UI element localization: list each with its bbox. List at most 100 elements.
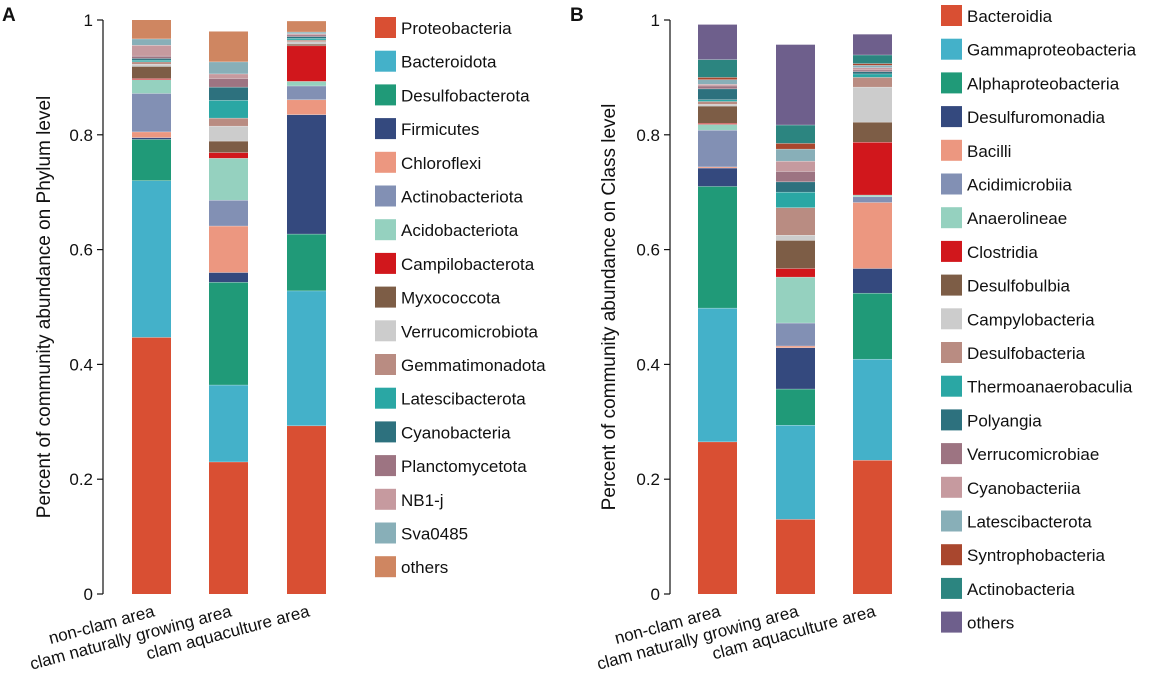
legend-swatch <box>941 611 962 633</box>
bar-segment <box>776 347 815 390</box>
y-tick-label: 0.8 <box>636 126 660 145</box>
legend-swatch <box>941 173 962 195</box>
bar-segment <box>132 93 171 132</box>
legend-swatch <box>375 488 396 510</box>
legend-label: others <box>967 614 1014 633</box>
bar-segment <box>132 64 171 67</box>
bar-segment <box>132 131 171 138</box>
bar-segment <box>853 71 892 74</box>
y-axis-title: Percent of community abundance on Class … <box>599 104 620 511</box>
bar-segment <box>287 21 326 33</box>
bar-segment <box>853 460 892 594</box>
bar-segment <box>287 45 326 82</box>
legend-swatch <box>375 252 396 274</box>
legend-label: Proteobacteria <box>401 19 512 38</box>
bar-segment <box>776 44 815 126</box>
bar-segment <box>698 124 737 131</box>
legend-label: Thermoanaerobaculia <box>967 378 1133 397</box>
bar-segment <box>209 118 248 127</box>
legend-label: Chloroflexi <box>401 154 481 173</box>
bar-segment <box>698 186 737 309</box>
bar-segment <box>853 69 892 72</box>
legend-label: Acidobacteriota <box>401 221 519 240</box>
legend-label: Gemmatimonadota <box>401 356 546 375</box>
bar-segment <box>132 139 171 181</box>
legend-label: Latescibacterota <box>967 513 1092 532</box>
bar-segment <box>698 59 737 78</box>
bar-segment <box>853 359 892 461</box>
legend-swatch <box>375 118 396 140</box>
bar-segment <box>853 63 892 66</box>
legend-swatch <box>941 342 962 363</box>
legend-swatch <box>375 522 396 544</box>
bar-segment <box>776 207 815 236</box>
y-tick-label: 1 <box>651 11 660 30</box>
bar-segment <box>287 86 326 100</box>
legend-label: Desulfobacteria <box>967 344 1086 363</box>
legend-swatch <box>375 151 396 173</box>
legend-label: Syntrophobacteria <box>967 546 1106 565</box>
bar-segment <box>132 38 171 46</box>
bar-segment <box>776 268 815 278</box>
bar-segment <box>776 181 815 193</box>
bar-segment <box>209 61 248 74</box>
legend-label: Planctomycetota <box>401 457 527 476</box>
bar-segment <box>209 73 248 79</box>
bar-segment <box>287 32 326 34</box>
y-tick-label: 0.6 <box>69 241 93 260</box>
panel-a: A 0 0.2 0.4 0.6 0.8 1 Percent of community abu… <box>2 5 546 674</box>
bar-segment <box>776 125 815 144</box>
bar-segment <box>287 38 326 41</box>
bar-segment <box>209 385 248 462</box>
bar-segment <box>209 126 248 142</box>
bar-segment <box>132 79 171 94</box>
bar-segment <box>287 290 326 426</box>
bar-segment <box>287 34 326 37</box>
bar-segment <box>698 166 737 169</box>
bar-segment <box>776 240 815 269</box>
bar-segment <box>698 79 737 85</box>
legend-swatch <box>941 106 962 128</box>
bar-segment <box>209 31 248 62</box>
legend-swatch <box>941 375 962 397</box>
legend-swatch <box>375 219 396 241</box>
bar-segment <box>776 171 815 182</box>
legend-label: Clostridia <box>967 243 1038 262</box>
legend-swatch <box>941 207 962 229</box>
bar-segment <box>853 67 892 70</box>
bar-segment <box>209 78 248 88</box>
y-tick-label: 0.6 <box>636 241 660 260</box>
bar-segment <box>776 389 815 426</box>
legend-swatch <box>375 455 396 477</box>
bar-segment <box>209 226 248 273</box>
legend-label: Verrucomicrobiota <box>401 322 539 341</box>
legend-label: Bacteroidota <box>401 53 497 72</box>
legend-swatch <box>375 387 396 409</box>
bar-segment <box>853 65 892 68</box>
bar-segment <box>287 40 326 42</box>
legend-label: Desulfuromonadia <box>967 108 1106 127</box>
bar-segment <box>853 55 892 64</box>
legend-label: Myxococcota <box>401 289 501 308</box>
legend-swatch <box>941 240 962 262</box>
legend-label: Alphaproteobacteria <box>967 74 1120 93</box>
legend-label: Cyanobacteria <box>401 423 511 442</box>
legend-label: Latescibacterota <box>401 390 526 409</box>
bar-segment <box>209 100 248 119</box>
legend-swatch <box>941 139 962 161</box>
legend-swatch <box>941 510 962 532</box>
legend-swatch <box>375 421 396 443</box>
bar-segment <box>776 149 815 162</box>
bar-segment <box>287 36 326 39</box>
bar-segment <box>132 180 171 338</box>
legend-swatch <box>375 286 396 308</box>
bar-segment <box>287 425 326 594</box>
bar-segment <box>132 56 171 59</box>
legend-swatch <box>375 17 396 38</box>
bar-segment <box>853 122 892 143</box>
bar-segment <box>209 141 248 153</box>
legend-label: others <box>401 558 448 577</box>
y-tick-label: 1 <box>84 11 93 30</box>
y-tick-label: 0.8 <box>69 126 93 145</box>
